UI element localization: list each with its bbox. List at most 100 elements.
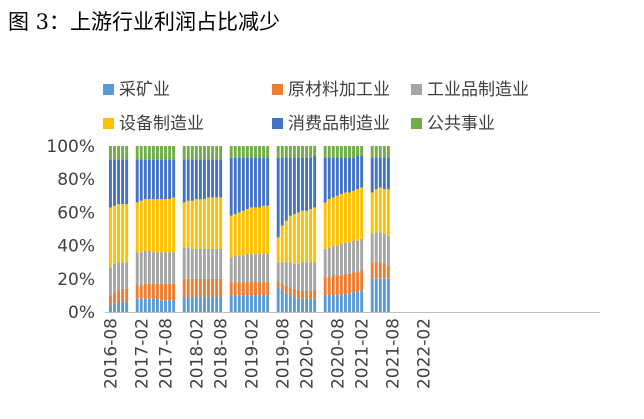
legend-label: 公共事业 (427, 114, 495, 134)
bar-segment (198, 146, 202, 160)
bar-segment (382, 146, 386, 158)
legend-key (272, 84, 283, 95)
bar-segment (160, 159, 163, 200)
bar-segment (203, 159, 206, 200)
bar-segment (198, 159, 202, 200)
bar-segment (258, 295, 261, 312)
bar-segment (280, 290, 284, 312)
bar-segment (109, 267, 112, 296)
bar-segment (168, 146, 172, 160)
bar-segment (151, 283, 155, 299)
bar-segment (117, 146, 120, 160)
bar-segment (356, 155, 360, 190)
bar-segment (229, 295, 233, 312)
bar-segment (237, 212, 241, 256)
bar-segment (245, 282, 249, 296)
bar-segment (356, 189, 360, 241)
plot-area (109, 146, 390, 312)
bar-segment (276, 282, 280, 288)
bar-segment (313, 298, 317, 312)
bar-segment (147, 199, 151, 251)
bar-segment (233, 146, 237, 158)
legend-label: 工业品制造业 (427, 80, 529, 100)
x-tick-label: 2019-02 (242, 318, 262, 389)
bar-segment (211, 159, 214, 198)
bar-segment (186, 297, 190, 312)
bar-segment (254, 295, 257, 312)
bar-segment (292, 297, 296, 312)
bar-segment (143, 159, 147, 200)
bar-segment (386, 265, 390, 279)
bar-segment (172, 197, 176, 253)
bar-segment (386, 278, 390, 312)
y-tick-label: 60% (57, 203, 95, 223)
bar-segment (323, 248, 327, 278)
bar-segment (301, 210, 304, 263)
bar-segment (309, 298, 313, 312)
bar-segment (241, 295, 245, 312)
bar-segment (113, 159, 116, 206)
bar-segment (284, 157, 288, 221)
bar-segment (313, 207, 317, 263)
bar-segment (207, 297, 210, 312)
bar-segment (266, 205, 270, 254)
bar-segment (117, 290, 120, 303)
bar-segment (186, 159, 190, 201)
y-tick-label: 0% (68, 303, 95, 323)
bar-segment (135, 146, 139, 160)
legend-key (272, 118, 283, 129)
bar-segment (121, 288, 125, 303)
bar-segment (245, 157, 249, 210)
bar-segment (207, 197, 210, 249)
bar-segment (143, 283, 147, 299)
bar-segment (276, 262, 280, 283)
bar-segment (194, 297, 198, 312)
bar-segment (284, 293, 288, 312)
bar-segment (258, 282, 261, 296)
bar-segment (203, 278, 206, 298)
bar-segment (305, 157, 308, 211)
bar-segment (245, 209, 249, 254)
bar-segment (360, 146, 364, 156)
bar-segment (309, 157, 313, 210)
y-tick-label: 100% (46, 137, 95, 157)
bar-segment (203, 199, 206, 249)
bar-segment (284, 262, 288, 286)
bar-segment (109, 159, 112, 208)
bar-segment (305, 298, 308, 312)
bar-segment (237, 255, 241, 283)
bar-segment (250, 295, 253, 312)
bar-segment (219, 146, 223, 160)
bar-segment (156, 298, 159, 312)
bar-segment (182, 159, 186, 203)
bar-segment (229, 282, 233, 296)
bar-segment (147, 298, 151, 312)
bar-segment (288, 215, 292, 263)
bar-segment (335, 275, 339, 296)
bar-segment (250, 146, 253, 158)
bar-segment (309, 146, 313, 158)
bar-segment (327, 157, 331, 200)
bar-segment (301, 157, 304, 211)
bar-segment (262, 205, 266, 254)
bar-segment (219, 278, 223, 298)
bar-segment (156, 252, 159, 284)
bar-segment (323, 295, 327, 312)
bar-segment (203, 297, 206, 312)
bar-segment (139, 159, 143, 201)
bar-segment (172, 159, 176, 198)
bar-segment (309, 262, 313, 291)
legend-label: 采矿业 (119, 80, 170, 100)
bar-segment (203, 146, 206, 160)
bar-segment (262, 146, 266, 158)
bar-segment (190, 248, 194, 279)
bar-segment (190, 297, 194, 312)
bar-segment (117, 159, 120, 205)
bar-segment (215, 297, 219, 312)
bar-segment (151, 159, 155, 200)
bar-segment (356, 146, 360, 156)
bar-segment (262, 157, 266, 206)
bar-segment (360, 187, 364, 239)
bar-segment (297, 290, 300, 299)
bar-segment (160, 300, 163, 312)
